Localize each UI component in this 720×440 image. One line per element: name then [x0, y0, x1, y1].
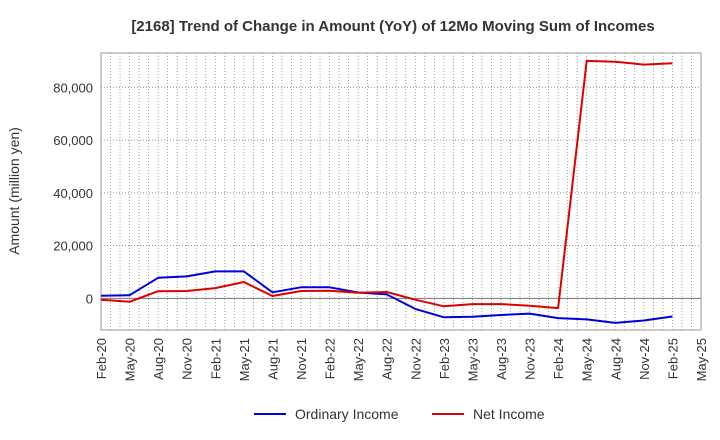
x-tick-label: May-25: [694, 338, 709, 381]
y-tick-label: 20,000: [53, 239, 93, 254]
legend-label-net-income: Net Income: [473, 406, 545, 422]
x-tick-label: May-21: [237, 338, 252, 381]
x-tick-label: Nov-22: [408, 338, 423, 380]
x-tick-label: Aug-24: [608, 338, 623, 380]
legend-label-ordinary-income: Ordinary Income: [295, 406, 399, 422]
net-income-line: [100, 59, 673, 310]
x-tick-label: Nov-20: [180, 338, 195, 380]
x-tick-label: Aug-20: [151, 338, 166, 380]
x-tick-label: Feb-22: [323, 338, 338, 379]
x-tick-label: Feb-24: [551, 338, 566, 379]
x-tick-label: Feb-20: [94, 338, 109, 379]
chart-title: [2168] Trend of Change in Amount (YoY) o…: [131, 18, 654, 35]
x-tick-label: May-20: [123, 338, 138, 381]
x-tick-label: Feb-25: [665, 338, 680, 379]
x-tick-label: Aug-22: [380, 338, 395, 380]
y-tick-label: 0: [86, 291, 93, 306]
x-tick-label: Aug-21: [265, 338, 280, 380]
x-tick-label: Nov-21: [294, 338, 309, 380]
y-axis-label: Amount (million yen): [6, 127, 22, 255]
y-tick-label: 40,000: [53, 186, 93, 201]
y-tick-label: 80,000: [53, 80, 93, 95]
x-tick-label: Feb-21: [208, 338, 223, 379]
x-tick-label: May-22: [351, 338, 366, 381]
x-tick-label: Nov-23: [523, 338, 538, 380]
y-axis-ticks: 0 20,000 40,000 60,000 80,000: [53, 80, 93, 306]
ordinary-income-line: [100, 270, 673, 324]
x-tick-label: May-23: [465, 338, 480, 381]
grid: [101, 53, 701, 330]
x-tick-label: Feb-23: [437, 338, 452, 379]
x-tick-label: Aug-23: [494, 338, 509, 380]
series-lines: [100, 59, 673, 324]
x-axis-ticks: Feb-20 May-20 Aug-20 Nov-20 Feb-21 May-21 Aug-…: [94, 338, 709, 381]
x-tick-label: Nov-24: [637, 338, 652, 380]
legend: Ordinary Income Net Income: [254, 406, 545, 422]
plot-area: [100, 52, 702, 331]
x-tick-label: May-24: [580, 338, 595, 381]
y-tick-label: 60,000: [53, 133, 93, 148]
